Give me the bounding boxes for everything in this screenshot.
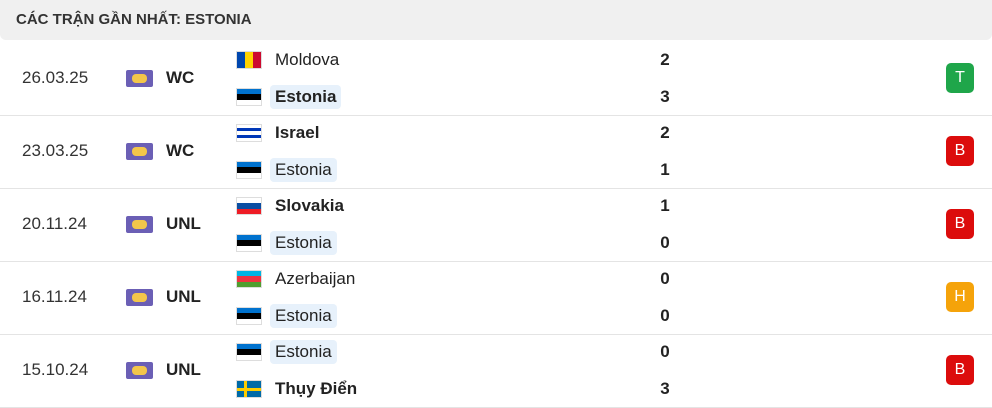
score: 3	[660, 87, 670, 106]
flag	[237, 381, 261, 397]
match-row: 16.11.24 UNL Azerbaijan 0 Estonia 0 H	[0, 261, 992, 335]
result-badge: H	[946, 282, 974, 312]
flag	[237, 344, 261, 360]
competition: WC	[166, 68, 195, 87]
score: 0	[660, 269, 670, 288]
flag	[237, 271, 261, 287]
flag	[237, 89, 261, 105]
team-name: Estonia	[270, 85, 342, 109]
competition: UNL	[166, 214, 201, 233]
team-name: Israel	[275, 123, 320, 142]
result-badge: B	[946, 209, 974, 239]
team-name: Azerbaijan	[275, 269, 356, 288]
match-row: 20.11.24 UNL Slovakia 1 Estonia 0 B	[0, 188, 992, 262]
score: 0	[660, 233, 670, 252]
team-name: Estonia	[270, 304, 337, 328]
competition: UNL	[166, 360, 201, 379]
score: 2	[660, 123, 670, 142]
match-date: 20.11.24	[22, 214, 87, 233]
match-date: 16.11.24	[22, 287, 87, 306]
flag	[237, 162, 261, 178]
score: 3	[660, 379, 670, 398]
competition-icon	[126, 362, 153, 379]
flag	[237, 198, 261, 214]
team-name: Slovakia	[275, 196, 344, 215]
match-date: 15.10.24	[22, 360, 89, 379]
match-date: 23.03.25	[22, 141, 89, 160]
team-name: Thụy Điển	[275, 379, 358, 398]
team-name: Estonia	[270, 158, 337, 182]
competition: UNL	[166, 287, 201, 306]
score: 0	[660, 306, 670, 325]
competition-icon	[126, 289, 153, 306]
team-name: Estonia	[270, 231, 337, 255]
score: 1	[660, 160, 670, 179]
flag	[237, 308, 261, 324]
match-date: 26.03.25	[22, 68, 89, 87]
flag	[237, 235, 261, 251]
match-row: 15.10.24 UNL Estonia 0 Thụy Điển 3 B	[0, 334, 992, 408]
flag	[237, 52, 261, 68]
result-badge: T	[946, 63, 974, 93]
match-row: 23.03.25 WC Israel 2 Estonia 1 B	[0, 115, 992, 189]
score: 2	[660, 50, 670, 69]
result-badge: B	[946, 136, 974, 166]
competition-icon	[126, 143, 153, 160]
header: CÁC TRẬN GẦN NHẤT: ESTONIA	[0, 0, 992, 40]
team-name: Estonia	[270, 340, 337, 364]
match-row: 26.03.25 WC Moldova 2 Estonia 3 T	[0, 42, 992, 116]
score: 1	[660, 196, 670, 215]
flag	[237, 125, 261, 141]
competition-icon	[126, 216, 153, 233]
result-badge: B	[946, 355, 974, 385]
competition: WC	[166, 141, 195, 160]
header-title: CÁC TRẬN GẦN NHẤT: ESTONIA	[16, 11, 252, 28]
team-name: Moldova	[275, 50, 340, 69]
score: 0	[660, 342, 670, 361]
competition-icon	[126, 70, 153, 87]
